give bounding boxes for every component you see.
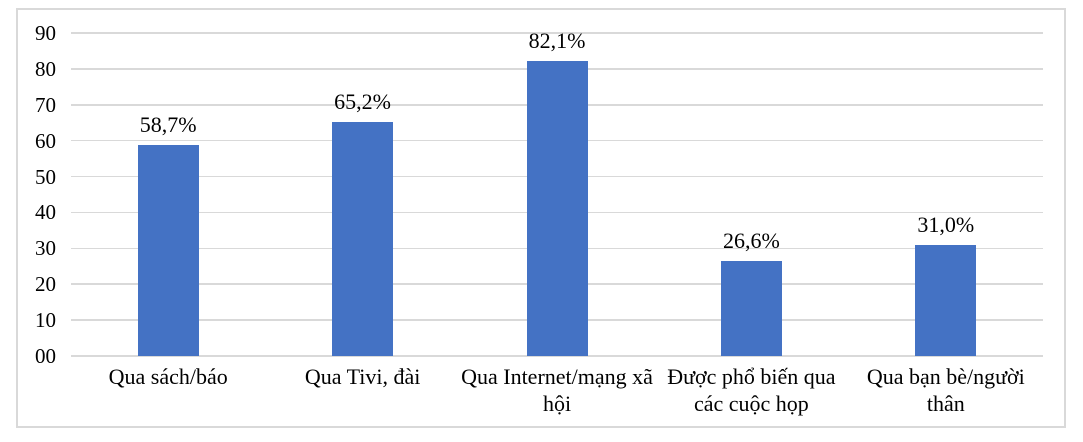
bar-value-label: 31,0% bbox=[917, 211, 975, 237]
x-axis-category-label: Qua sách/báo bbox=[108, 364, 228, 389]
y-axis-tick-label: 20 bbox=[35, 272, 56, 297]
bar bbox=[137, 145, 199, 356]
y-axis-tick-label: 80 bbox=[35, 56, 56, 81]
gridline bbox=[71, 355, 1043, 357]
y-axis-tick-label: 40 bbox=[35, 200, 56, 225]
bar bbox=[526, 61, 588, 356]
gridline bbox=[71, 32, 1043, 34]
x-axis-category-label: Qua Tivi, đài bbox=[304, 364, 421, 389]
bar bbox=[332, 122, 394, 356]
bar-value-label: 65,2% bbox=[334, 89, 391, 114]
x-axis-category-label: Qua bạn bè/người thân bbox=[866, 364, 1025, 416]
x-axis-category-label: Được phổ biến qua các cuộc họp bbox=[667, 364, 836, 416]
y-axis-tick-label: 90 bbox=[35, 21, 56, 45]
bar bbox=[915, 244, 977, 356]
y-axis-tick-label: 70 bbox=[35, 92, 56, 117]
bar bbox=[720, 260, 782, 356]
y-axis-tick-label: 50 bbox=[35, 164, 56, 189]
bar-value-label: 58,7% bbox=[139, 112, 197, 138]
y-axis-tick-label: 30 bbox=[35, 236, 56, 261]
y-axis-tick-label: 00 bbox=[35, 344, 56, 368]
chart-frame bbox=[16, 8, 1066, 428]
y-axis-tick-label: 60 bbox=[35, 128, 56, 153]
bar-value-label: 26,6% bbox=[722, 227, 780, 253]
bar-value-label: 82,1% bbox=[528, 28, 586, 54]
x-axis-category-label: Qua Internet/mạng xã hội bbox=[461, 364, 653, 416]
y-axis-tick-label: 10 bbox=[35, 308, 56, 333]
